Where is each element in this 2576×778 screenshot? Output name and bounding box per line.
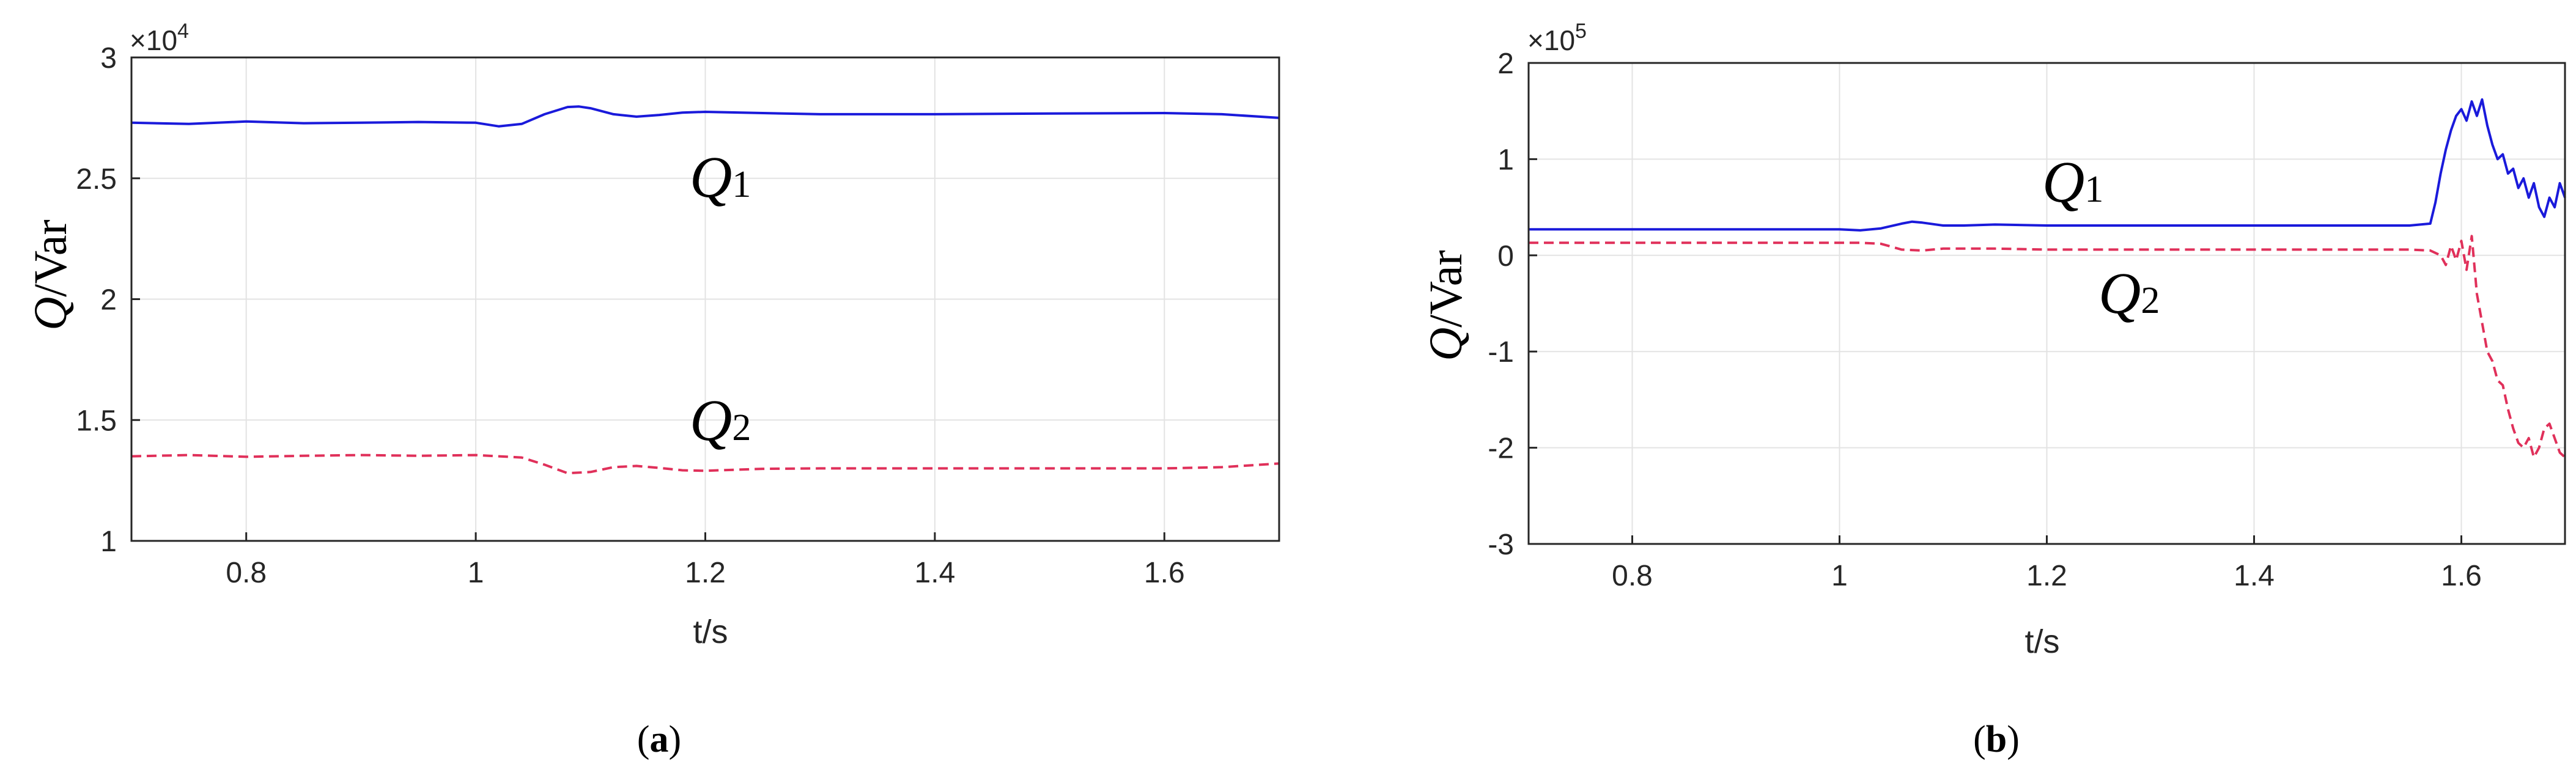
chart-a-y-ticks: 1 1.5 2 2.5 3 (76, 42, 140, 558)
chart-b-y-axis-label-unit: /Var (1420, 250, 1472, 328)
chart-b-y-axis-label-symbol: Q (1420, 328, 1472, 361)
chart-b-series-line-q2 (1529, 235, 2566, 459)
chart-a-x-tick-label: 1.4 (915, 557, 956, 589)
chart-b-panel-letter: b (1986, 719, 2007, 760)
chart-b-grid (1529, 62, 2565, 545)
chart-a-x-tick-label: 0.8 (226, 557, 267, 589)
chart-a-panel-letter: a (650, 719, 669, 760)
chart-a-label-q1-symbol: Q (690, 144, 732, 210)
chart-a-x-tick-label: 1 (468, 557, 484, 589)
chart-a-y-tick-label: 2 (100, 284, 117, 317)
chart-a-label-q2: Q2 (690, 387, 751, 453)
chart-b-label-q1: Q1 (2042, 149, 2103, 215)
chart-b-y-tick-label: 2 (1497, 48, 1514, 80)
chart-b-series (1529, 98, 2566, 459)
chart-b-label-q2-sub: 2 (2141, 280, 2160, 321)
chart-a-y-axis-label: Q/Var (25, 219, 76, 331)
chart-a-x-tick-label: 1.6 (1144, 557, 1185, 589)
chart-b-x-ticks: 0.8 1 1.2 1.4 1.6 (1612, 535, 2482, 592)
chart-a-exponent: ×104 (130, 20, 189, 56)
chart-b-exponent: ×105 (1527, 20, 1587, 56)
chart-a-label-q1: Q1 (690, 144, 751, 210)
chart-a-y-tick-label: 2.5 (76, 163, 117, 196)
chart-b: 0.8 1 1.2 1.4 1.6 -3 -2 -1 0 1 2 ×105 Q/Var t/s Q… (1420, 20, 2566, 760)
chart-b-label-q2-symbol: Q (2098, 260, 2141, 326)
chart-b-x-tick-label: 0.8 (1612, 560, 1653, 592)
chart-b-y-tick-label: -3 (1488, 529, 1514, 561)
chart-b-label-q2: Q2 (2098, 260, 2160, 326)
chart-a-y-axis-label-symbol: Q (25, 297, 76, 331)
chart-a-label-q1-sub: 1 (732, 164, 751, 205)
chart-b-x-axis-label: t/s (2024, 623, 2059, 660)
chart-a-exponent-power: 4 (177, 20, 189, 43)
chart-a-y-tick-label: 1 (100, 526, 117, 558)
chart-a-y-tick-label: 3 (100, 42, 117, 75)
chart-a-x-axis-label: t/s (693, 614, 728, 650)
chart-a-x-ticks: 0.8 1 1.2 1.4 1.6 (226, 532, 1185, 589)
chart-b-x-tick-label: 1.2 (2026, 560, 2067, 592)
chart-a: 0.8 1 1.2 1.4 1.6 1 1.5 2 2.5 3 ×104 Q/Var t/s Q… (25, 20, 1280, 760)
chart-a-series (131, 105, 1280, 475)
chart-b-y-tick-label: 0 (1497, 240, 1514, 273)
chart-b-x-tick-label: 1 (1831, 560, 1848, 592)
chart-b-exponent-base: ×10 (1527, 24, 1575, 56)
chart-a-y-tick-label: 1.5 (76, 405, 117, 437)
chart-b-x-tick-label: 1.6 (2441, 560, 2482, 592)
chart-b-exponent-power: 5 (1575, 20, 1587, 43)
chart-b-x-tick-label: 1.4 (2234, 560, 2275, 592)
chart-a-y-axis-label-unit: /Var (25, 219, 76, 297)
chart-a-series-line-q1 (131, 105, 1280, 128)
chart-a-x-tick-label: 1.2 (685, 557, 726, 589)
chart-b-y-tick-label: -1 (1488, 336, 1514, 369)
chart-b-y-axis-label: Q/Var (1420, 250, 1472, 361)
chart-a-label-q2-symbol: Q (690, 387, 732, 453)
chart-b-y-ticks: -3 -2 -1 0 1 2 (1488, 48, 1537, 561)
chart-a-label-q2-sub: 2 (732, 407, 751, 449)
chart-b-label-q1-symbol: Q (2042, 149, 2084, 215)
chart-a-exponent-base: ×10 (130, 24, 177, 56)
chart-b-series-line-q1 (1529, 98, 2566, 232)
chart-b-panel-label: (b) (1973, 719, 2020, 760)
chart-b-y-tick-label: 1 (1497, 144, 1514, 176)
chart-b-y-tick-label: -2 (1488, 433, 1514, 465)
chart-b-label-q1-sub: 1 (2084, 169, 2103, 210)
chart-a-series-line-q2 (131, 453, 1280, 475)
chart-a-panel-label: (a) (637, 719, 681, 760)
